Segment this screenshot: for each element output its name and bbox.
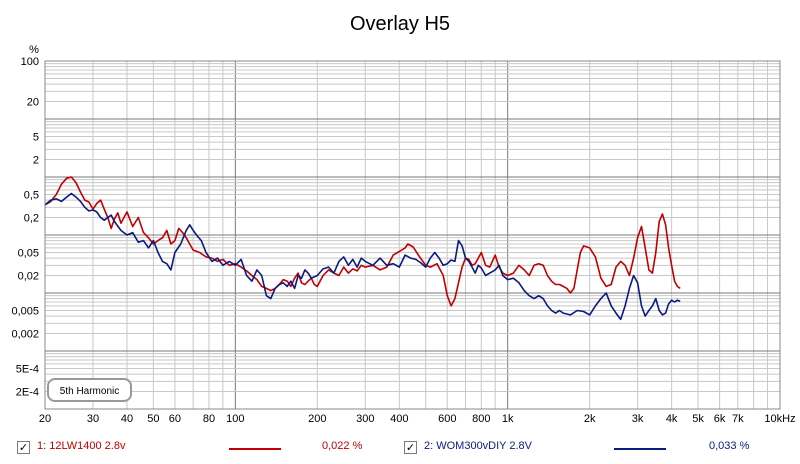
y-tick-label: 0,5 [24, 189, 39, 201]
y-axis-ticks: 100 20 5 2 0,5 0,2 0,05 0,02 0,005 0,002 5E-4 2E-4 [11, 56, 39, 399]
x-tick-label: 400 [390, 413, 408, 425]
series-2-swatch [614, 448, 666, 450]
x-tick-label: 30 [87, 413, 99, 425]
y-tick-label: 0,2 [24, 213, 39, 225]
x-tick-label: 40 [121, 413, 133, 425]
y-tick-label: 2 [33, 155, 39, 167]
x-tick-label: 100 [226, 413, 244, 425]
series-1-label: 1: 12LW1400 2.8v [37, 440, 126, 452]
y-tick-label: 100 [21, 56, 39, 68]
y-tick-label: 2E-4 [16, 387, 39, 399]
y-tick-label: 5E-4 [16, 363, 39, 375]
series-2-checkbox[interactable]: ✓ [404, 441, 417, 454]
series-1-line [44, 176, 681, 307]
y-tick-label: 20 [27, 97, 39, 109]
series-2-label: 2: WOM300vDIY 2.8V [424, 440, 533, 452]
plot-frame [44, 60, 781, 410]
y-tick-label: 5 [33, 131, 39, 143]
x-tick-label: 4k [666, 413, 678, 425]
x-tick-label: 300 [356, 413, 374, 425]
x-tick-label: 6k [714, 413, 726, 425]
x-axis-ticks: 20 30 40 50 60 80 100 200 300 400 600 800 1k 2k 3k 4k 5k… [39, 413, 796, 425]
series-1-swatch [229, 448, 281, 450]
series-1-value: 0,022 % [322, 440, 363, 452]
x-tick-label: 5k [692, 413, 704, 425]
y-tick-label: 0,005 [11, 305, 39, 317]
x-tick-label: 20 [39, 413, 51, 425]
y-unit-label: % [29, 44, 39, 56]
x-tick-label: 3k [632, 413, 644, 425]
x-tick-label: 600 [438, 413, 456, 425]
x-tick-label: 60 [169, 413, 181, 425]
x-tick-label: 80 [203, 413, 215, 425]
x-tick-label: 800 [472, 413, 490, 425]
x-tick-label: 200 [308, 413, 326, 425]
x-tick-label: 50 [147, 413, 159, 425]
x-tick-label: 7k [732, 413, 744, 425]
annotation-box: 5th Harmonic [47, 378, 132, 402]
x-tick-label: 10kHz [764, 413, 795, 425]
x-tick-label: 2k [584, 413, 596, 425]
grid [44, 61, 781, 410]
x-tick-label: 1k [502, 413, 514, 425]
chart: Overlay H5 % 20 30 40 50 60 80 100 200 300 400 600… [11, 13, 796, 425]
y-tick-label: 0,02 [18, 271, 39, 283]
annotation-text: 5th Harmonic [60, 386, 119, 397]
chart-title: Overlay H5 [350, 13, 450, 35]
y-tick-label: 0,05 [18, 247, 39, 259]
legend: ✓ 1: 12LW1400 2.8v 0,022 % ✓ 2: WOM300vD… [0, 438, 800, 460]
series-1-checkbox[interactable]: ✓ [17, 441, 30, 454]
series-2-value: 0,033 % [709, 440, 750, 452]
series-2-line [44, 192, 681, 321]
series-lines [44, 176, 681, 321]
y-tick-label: 0,002 [11, 329, 39, 341]
